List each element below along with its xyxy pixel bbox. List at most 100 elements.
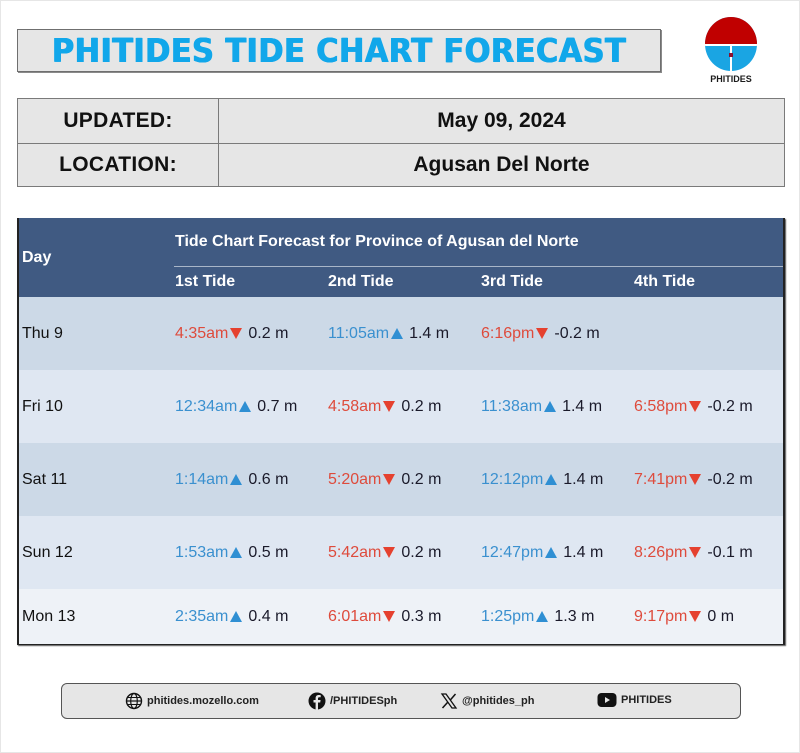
up-arrow-icon (545, 547, 558, 558)
tide-time: 1:25pm (481, 607, 535, 625)
column-header-3rd-tide: 3rd Tide (481, 273, 543, 290)
tide-height: 0.5 m (248, 543, 289, 561)
tide-height: 1.4 m (563, 470, 604, 488)
logo-label: PHITIDES (710, 74, 752, 84)
tide-cell: 6:16pm -0.2 m (481, 297, 600, 370)
down-arrow-icon (383, 611, 396, 622)
tide-time: 8:26pm (634, 543, 688, 561)
location-label: LOCATION: (18, 144, 219, 186)
tide-table: Day Tide Chart Forecast for Province of … (17, 218, 785, 645)
down-arrow-icon (383, 474, 396, 485)
up-arrow-icon (545, 474, 558, 485)
tide-cell: 4:35am 0.2 m (175, 297, 288, 370)
info-table: UPDATED: May 09, 2024 LOCATION: Agusan D… (17, 98, 785, 187)
location-value: Agusan Del Norte (413, 153, 590, 176)
day-cell: Sun 12 (22, 543, 73, 561)
tide-height: 0 m (707, 607, 735, 625)
up-arrow-icon (391, 328, 404, 339)
tide-height: -0.2 m (707, 397, 753, 415)
updated-label: UPDATED: (18, 99, 219, 143)
website-link[interactable]: phitides.mozello.com (125, 692, 259, 710)
tide-cell: 11:38am 1.4 m (481, 370, 602, 443)
social-footer: phitides.mozello.com /PHITIDESph @phitid… (61, 683, 741, 719)
tide-time: 7:41pm (634, 470, 688, 488)
tide-cell: 11:05am 1.4 m (328, 297, 449, 370)
tide-cell: 12:12pm 1.4 m (481, 443, 603, 516)
tide-height: -0.2 m (707, 470, 753, 488)
tide-height: 0.6 m (248, 470, 289, 488)
tide-height: 0.4 m (248, 607, 289, 625)
x-icon (440, 693, 458, 709)
day-column-header: Day (22, 249, 52, 266)
column-header-1st-tide: 1st Tide (175, 273, 236, 290)
up-arrow-icon (239, 401, 252, 412)
tide-height: -0.2 m (554, 324, 600, 342)
facebook-icon (308, 692, 326, 710)
tide-time: 4:58am (328, 397, 382, 415)
tide-height: 1.4 m (563, 543, 604, 561)
youtube-icon (597, 693, 617, 707)
globe-icon (125, 692, 143, 710)
youtube-link[interactable]: PHITIDES (597, 692, 672, 708)
tide-time: 5:20am (328, 470, 382, 488)
tide-time: 12:34am (175, 397, 238, 415)
tide-time: 12:12pm (481, 470, 544, 488)
tide-height: 0.2 m (401, 470, 442, 488)
up-arrow-icon (230, 474, 243, 485)
tide-time: 6:58pm (634, 397, 688, 415)
down-arrow-icon (383, 401, 396, 412)
page-title: PHITIDES TIDE CHART FORECAST (51, 31, 627, 70)
header-divider (174, 266, 783, 267)
up-arrow-icon (536, 611, 549, 622)
tide-time: 9:17pm (634, 607, 688, 625)
down-arrow-icon (689, 401, 702, 412)
down-arrow-icon (383, 547, 396, 558)
table-row: Sun 12 1:53am 0.5 m 5:42am 0.2 m 12:47pm… (19, 516, 783, 589)
table-row: Fri 10 12:34am 0.7 m 4:58am 0.2 m 11:38a… (19, 370, 783, 443)
tide-height: 0.2 m (248, 324, 289, 342)
tide-height: 1.3 m (554, 607, 595, 625)
tide-cell: 4:58am 0.2 m (328, 370, 441, 443)
tide-time: 6:01am (328, 607, 382, 625)
day-cell: Sat 11 (22, 470, 68, 488)
up-arrow-icon (544, 401, 557, 412)
tide-time: 2:35am (175, 607, 229, 625)
x-label: @phitides_ph (462, 695, 535, 707)
tide-time: 11:38am (481, 397, 543, 415)
up-arrow-icon (230, 611, 243, 622)
tide-cell: 12:47pm 1.4 m (481, 516, 603, 589)
tide-cell: 5:42am 0.2 m (328, 516, 441, 589)
down-arrow-icon (689, 611, 702, 622)
youtube-label: PHITIDES (621, 694, 672, 706)
website-label: phitides.mozello.com (147, 695, 259, 707)
up-arrow-icon (230, 547, 243, 558)
tide-height: 0.2 m (401, 543, 442, 561)
logo-circle-icon (705, 17, 757, 71)
tide-time: 12:47pm (481, 543, 544, 561)
tide-cell: 12:34am 0.7 m (175, 370, 297, 443)
column-header-4th-tide: 4th Tide (634, 273, 696, 290)
tide-height: 0.2 m (401, 397, 442, 415)
tide-cell: 1:25pm 1.3 m (481, 589, 594, 644)
table-row: Thu 9 4:35am 0.2 m 11:05am 1.4 m 6:16pm … (19, 297, 783, 370)
down-arrow-icon (536, 328, 549, 339)
tide-height: 1.4 m (562, 397, 603, 415)
x-link[interactable]: @phitides_ph (440, 692, 534, 710)
tide-table-header: Day Tide Chart Forecast for Province of … (19, 218, 783, 297)
tide-cell: 9:17pm 0 m (634, 589, 734, 644)
down-arrow-icon (689, 547, 702, 558)
tide-time: 5:42am (328, 543, 382, 561)
tide-table-title: Tide Chart Forecast for Province of Agus… (175, 233, 579, 250)
title-banner: PHITIDES TIDE CHART FORECAST (17, 29, 661, 72)
tide-height: 0.7 m (257, 397, 298, 415)
tide-height: 0.3 m (401, 607, 442, 625)
updated-value: May 09, 2024 (437, 109, 566, 132)
tide-cell: 1:14am 0.6 m (175, 443, 288, 516)
tide-height: -0.1 m (707, 543, 753, 561)
tide-cell: 2:35am 0.4 m (175, 589, 288, 644)
facebook-link[interactable]: /PHITIDESph (308, 692, 397, 710)
tide-cell: 7:41pm -0.2 m (634, 443, 753, 516)
location-row: LOCATION: Agusan Del Norte (18, 143, 784, 186)
day-cell: Thu 9 (22, 324, 63, 342)
tide-time: 6:16pm (481, 324, 535, 342)
